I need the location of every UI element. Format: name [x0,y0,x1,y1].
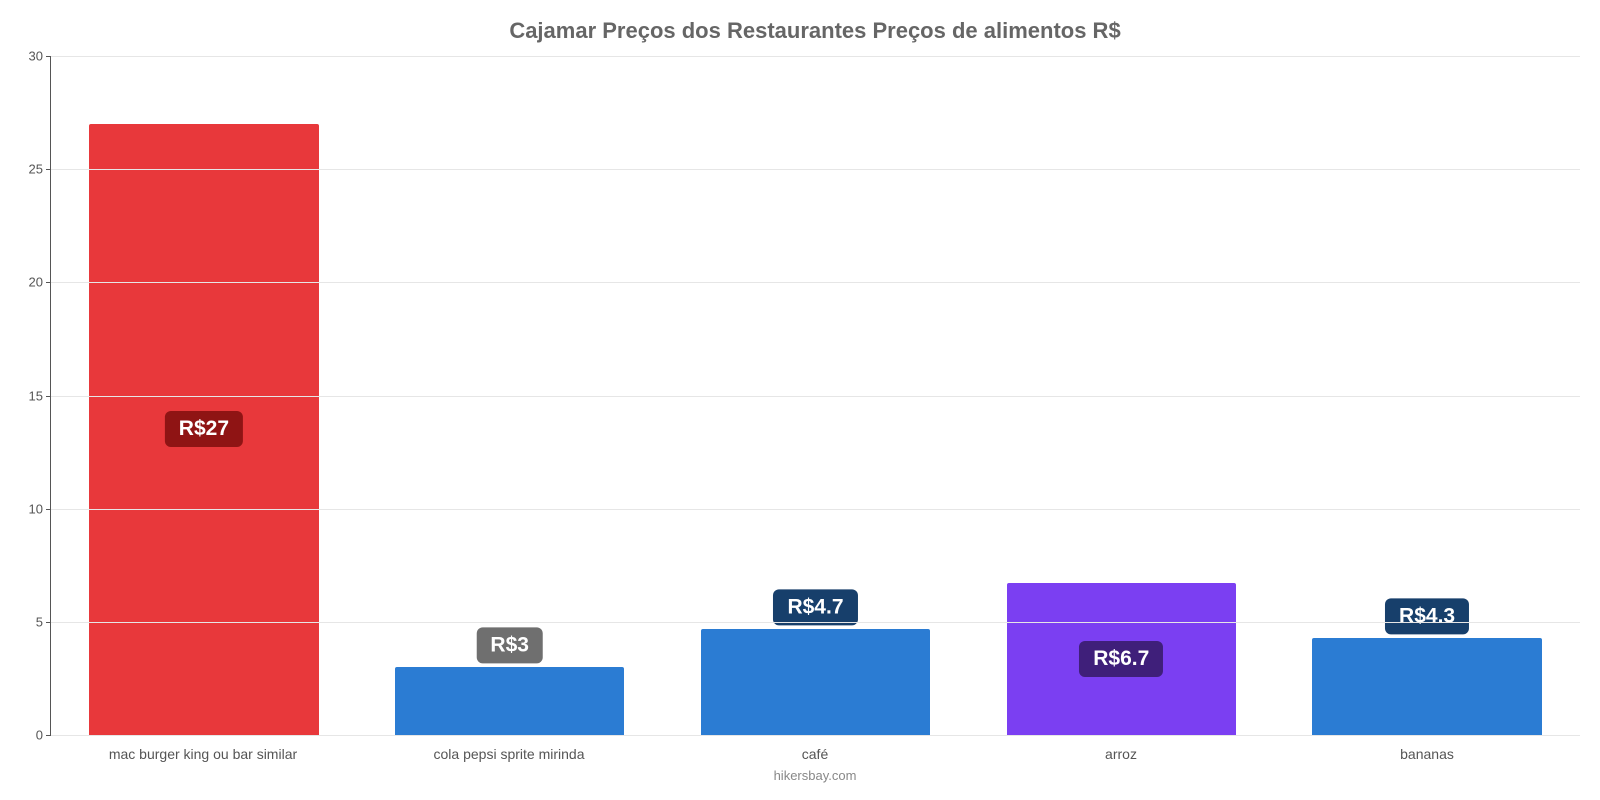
y-tick-label: 5 [36,614,51,629]
gridline [51,735,1580,736]
x-axis-label: bananas [1274,746,1580,762]
bar-value-label: R$27 [165,411,243,447]
chart-title: Cajamar Preços dos Restaurantes Preços d… [50,10,1580,56]
gridline [51,56,1580,57]
bar: R$6.7 [1007,583,1236,735]
x-axis-label: café [662,746,968,762]
y-tick-label: 25 [29,162,51,177]
bar: R$4.7 [701,629,930,735]
bar: R$3 [395,667,624,735]
y-tick-label: 30 [29,49,51,64]
x-axis-label: cola pepsi sprite mirinda [356,746,662,762]
bar-value-label: R$4.7 [773,589,857,625]
plot-area: R$27R$3R$4.7R$6.7R$4.3 051015202530 [50,56,1580,736]
x-axis-label: arroz [968,746,1274,762]
bar: R$4.3 [1312,638,1541,735]
bar-value-label: R$4.3 [1385,598,1469,634]
attribution-text: hikersbay.com [50,762,1580,783]
bar: R$27 [89,124,318,735]
gridline [51,622,1580,623]
y-tick-label: 15 [29,388,51,403]
bar-value-label: R$6.7 [1079,641,1163,677]
x-axis-labels: mac burger king ou bar similarcola pepsi… [50,736,1580,762]
y-tick-label: 20 [29,275,51,290]
gridline [51,396,1580,397]
gridline [51,509,1580,510]
y-tick-label: 0 [36,728,51,743]
x-axis-label: mac burger king ou bar similar [50,746,356,762]
y-tick-label: 10 [29,501,51,516]
gridline [51,282,1580,283]
bar-value-label: R$3 [476,628,543,664]
gridline [51,169,1580,170]
price-bar-chart: Cajamar Preços dos Restaurantes Preços d… [0,0,1600,800]
